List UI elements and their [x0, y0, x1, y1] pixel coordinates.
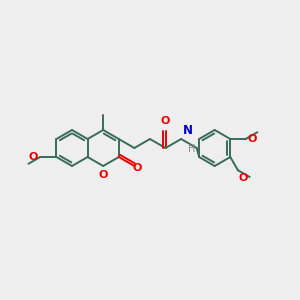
Text: O: O — [248, 134, 257, 144]
Text: O: O — [239, 173, 248, 183]
Text: N: N — [183, 124, 193, 137]
Text: H: H — [188, 144, 196, 154]
Text: O: O — [132, 163, 142, 172]
Text: O: O — [29, 152, 38, 162]
Text: O: O — [161, 116, 170, 126]
Text: O: O — [98, 170, 108, 180]
